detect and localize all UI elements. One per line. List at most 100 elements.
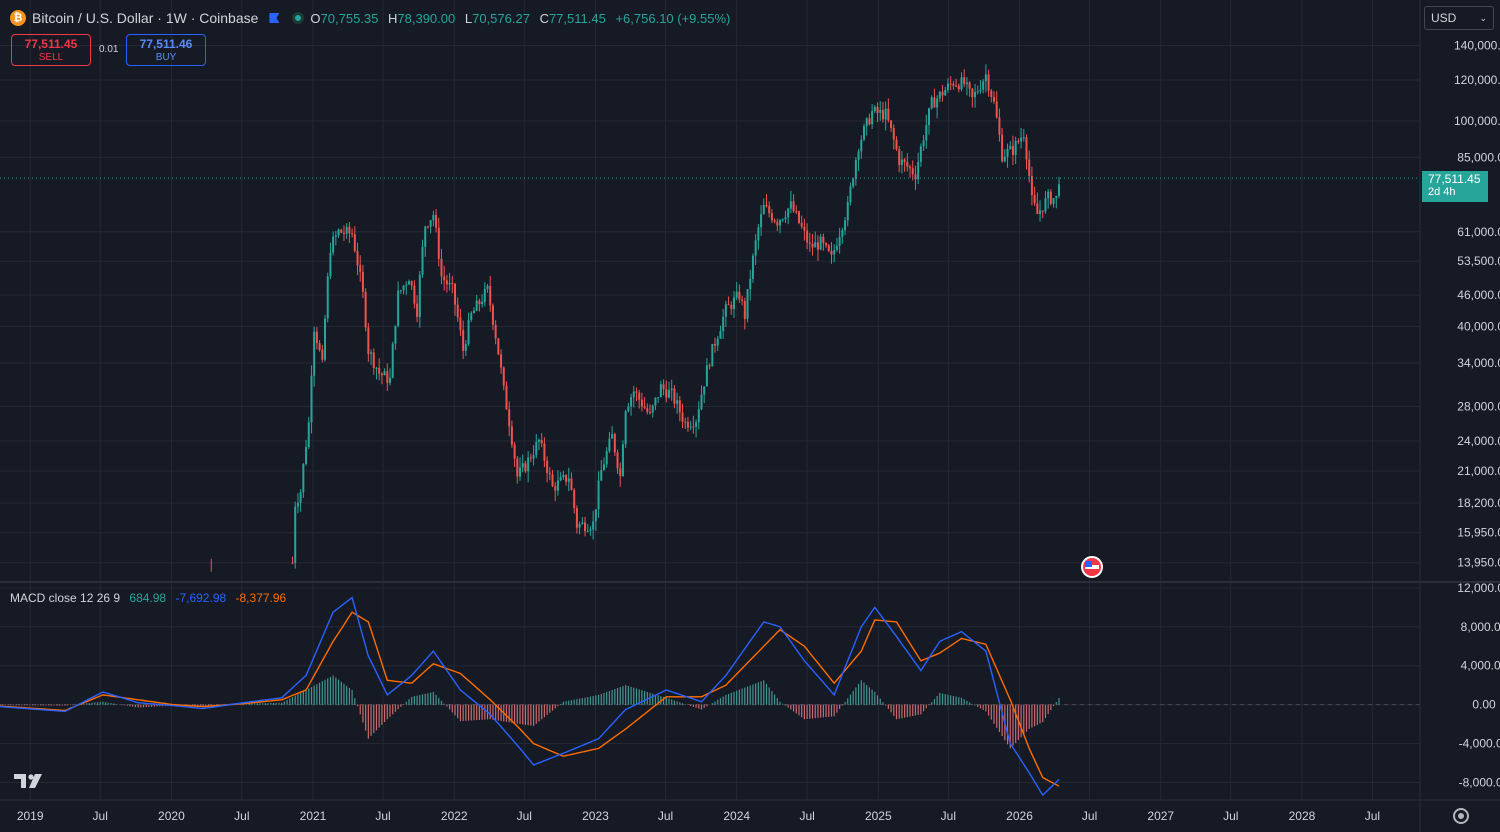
candle-body <box>399 290 402 292</box>
us-flag-icon[interactable] <box>1081 556 1103 578</box>
candle-body <box>800 222 803 227</box>
candle-body <box>1017 140 1020 142</box>
candle-body <box>741 299 744 302</box>
candle-body <box>887 108 890 121</box>
candle-body <box>342 232 345 234</box>
candle-body <box>684 421 687 423</box>
candle-body <box>361 271 364 292</box>
candle-body <box>678 400 681 413</box>
close-value: 77,511.45 <box>548 10 606 26</box>
candle-body <box>475 300 478 311</box>
market-status-icon[interactable] <box>292 12 305 24</box>
sell-label: SELL <box>38 52 64 63</box>
candle-body <box>816 242 819 250</box>
candle-body <box>394 325 397 344</box>
candle-body <box>727 304 730 306</box>
sell-button[interactable]: 77,511.45 SELL <box>11 34 91 66</box>
candle-body <box>600 470 603 481</box>
candle-body <box>673 388 676 404</box>
currency-value: USD <box>1431 11 1457 25</box>
candle-body <box>451 282 454 284</box>
candle-body <box>416 303 419 317</box>
x-tick-label: 2025 <box>865 809 892 823</box>
candle-body <box>724 304 727 317</box>
candle-body <box>830 251 833 255</box>
candle-body <box>770 213 773 221</box>
symbol-legend[interactable]: ₿ Bitcoin / U.S. Dollar · 1W · Coinbase … <box>10 8 736 28</box>
candle-body <box>570 478 573 490</box>
candle-body <box>592 521 595 530</box>
macd-signal-line <box>0 611 1060 787</box>
candle-body <box>938 91 941 99</box>
bar-countdown: 2d 4h <box>1428 186 1456 198</box>
currency-select[interactable]: USD ⌄ <box>1424 6 1494 30</box>
settings-icon[interactable] <box>1453 808 1469 824</box>
bitcoin-logo-icon: ₿ <box>10 10 26 26</box>
x-tick-label: Jul <box>799 809 814 823</box>
candle-body <box>556 480 559 491</box>
buy-button[interactable]: 77,511.46 BUY <box>126 34 206 66</box>
price-tick-label: 100,000.00 <box>1454 114 1500 128</box>
candle-body <box>448 282 451 285</box>
candle-body <box>982 81 985 90</box>
candle-body <box>537 439 540 442</box>
candle-body <box>329 252 332 277</box>
candle-body <box>353 234 356 252</box>
candle-body <box>426 226 429 228</box>
price-tick-label: 53,500.00 <box>1457 254 1500 268</box>
candle-body <box>957 85 960 90</box>
candle-body <box>546 460 549 473</box>
macd-signal-value: -8,377.96 <box>235 591 287 605</box>
candle-body <box>521 463 524 468</box>
candle-body <box>627 406 630 412</box>
candle-body <box>881 109 884 120</box>
candle-body <box>949 83 952 85</box>
macd-tick-label: -4,000.00 <box>1459 737 1500 751</box>
candle-body <box>356 251 359 266</box>
candle-body <box>768 206 771 214</box>
candle-body <box>730 304 733 310</box>
candle-body <box>389 377 392 383</box>
symbol-title[interactable]: Bitcoin / U.S. Dollar · 1W · Coinbase <box>32 10 259 26</box>
candle-body <box>993 96 995 102</box>
candle-body <box>860 139 863 152</box>
candle-body <box>654 397 657 406</box>
candle-body <box>435 214 438 228</box>
macd-tick-label: -8,000.00 <box>1459 775 1500 789</box>
candle-body <box>738 291 741 300</box>
candle-body <box>340 229 343 233</box>
candle-body <box>437 227 440 259</box>
candle-body <box>803 226 806 231</box>
macd-legend[interactable]: MACD close 12 26 9 684.98 -7,692.98 -8,3… <box>10 591 286 605</box>
tradingview-logo-icon[interactable] <box>14 772 46 790</box>
candle-body <box>313 331 316 376</box>
candle-body <box>578 523 581 528</box>
flag-icon[interactable] <box>268 12 280 24</box>
x-tick-label: Jul <box>658 809 673 823</box>
candle-body <box>410 281 413 286</box>
candle-body <box>310 375 313 423</box>
candle-body <box>1006 149 1009 157</box>
candle-body <box>348 226 351 234</box>
price-tick-label: 34,000.00 <box>1457 356 1500 370</box>
candle-body <box>567 478 570 482</box>
candle-body <box>879 109 882 113</box>
candle-body <box>841 230 844 237</box>
candle-body <box>776 221 779 226</box>
candle-body <box>757 227 760 241</box>
candle-body <box>987 74 990 91</box>
candle-body <box>754 240 757 256</box>
macd-tick-label: 4,000.00 <box>1461 659 1500 673</box>
candle-body <box>513 444 516 459</box>
candle-body <box>1011 145 1014 156</box>
price-tick-label: 120,000.00 <box>1454 73 1500 87</box>
candle-body <box>302 463 305 493</box>
candle-body <box>835 246 838 251</box>
candle-body <box>692 426 695 428</box>
candle-body <box>895 139 898 150</box>
candle-body <box>862 126 865 140</box>
grid <box>0 0 1420 800</box>
candle-body <box>822 236 825 244</box>
